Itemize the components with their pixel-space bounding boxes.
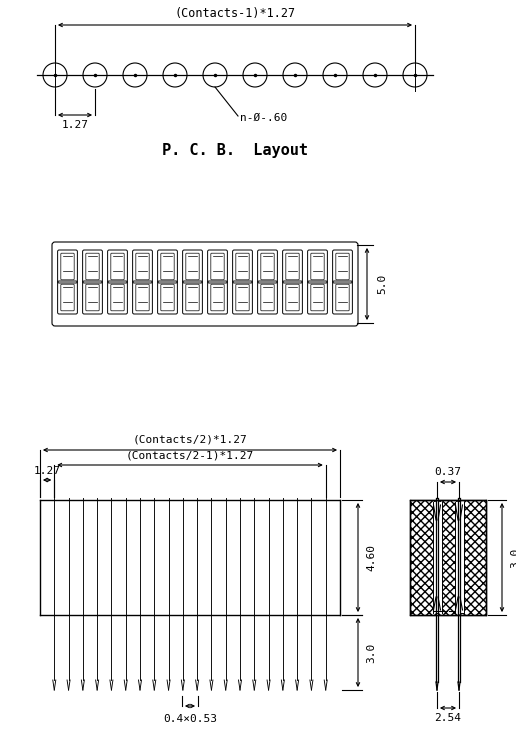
Text: (Contacts/2-1)*1.27: (Contacts/2-1)*1.27: [126, 450, 254, 460]
Text: (Contacts/2)*1.27: (Contacts/2)*1.27: [133, 435, 247, 445]
Bar: [410, 500, 486, 615]
Text: n-Ø-.60: n-Ø-.60: [240, 113, 287, 123]
Text: 3.0: 3.0: [510, 547, 516, 568]
Text: 4.60: 4.60: [366, 544, 376, 571]
Text: (Contacts-1)*1.27: (Contacts-1)*1.27: [174, 7, 296, 20]
Text: 1.27: 1.27: [34, 466, 61, 476]
Text: 5.0: 5.0: [377, 274, 387, 294]
Text: P. C. B.  Layout: P. C. B. Layout: [162, 143, 308, 158]
Bar: [432, 502, 442, 613]
Text: 0.4×0.53: 0.4×0.53: [163, 714, 217, 724]
Text: 2.54: 2.54: [434, 713, 461, 723]
Text: 0.37: 0.37: [434, 467, 461, 477]
Text: 3.0: 3.0: [366, 643, 376, 663]
Bar: [455, 502, 463, 613]
Text: 1.27: 1.27: [61, 120, 89, 130]
Bar: [410, 500, 486, 615]
